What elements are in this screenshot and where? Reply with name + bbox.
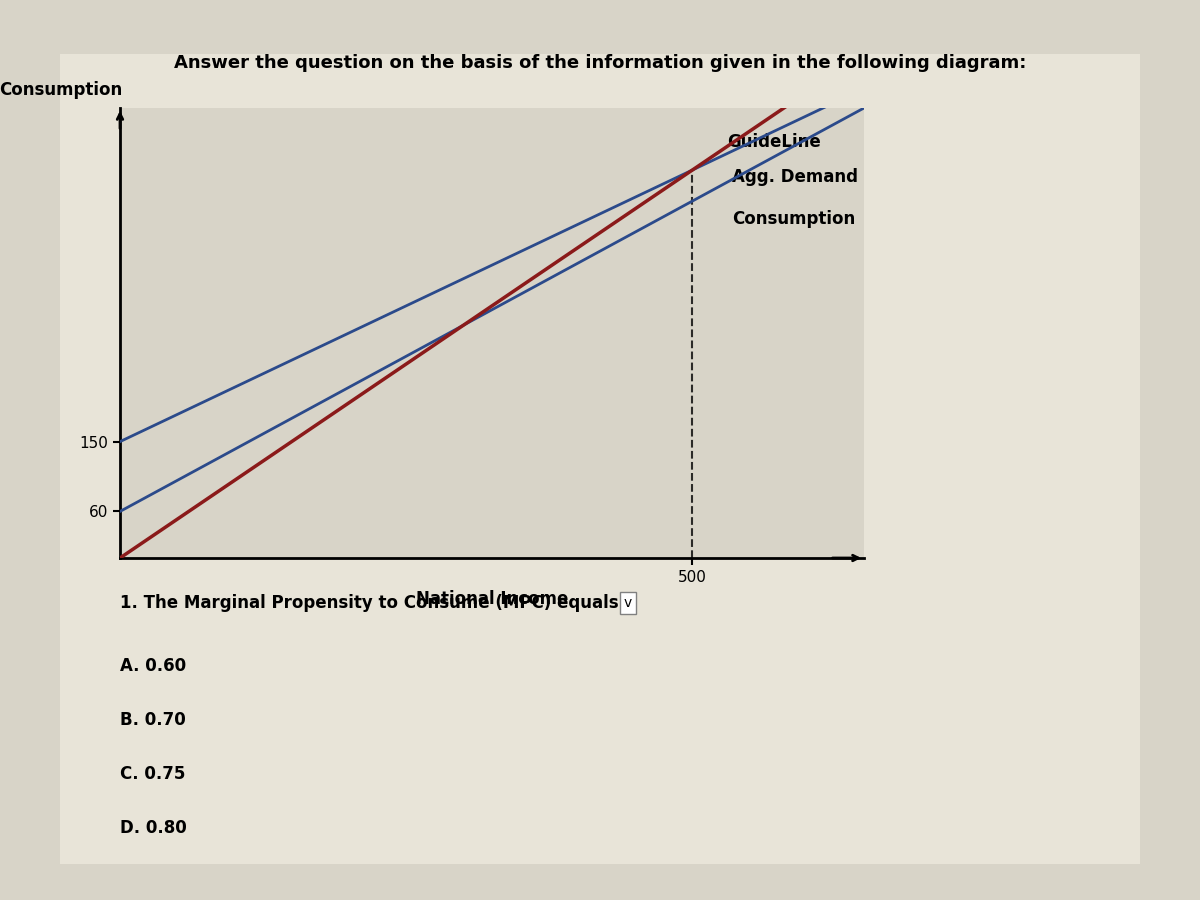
Text: Consumption: Consumption	[732, 211, 856, 229]
Text: B. 0.70: B. 0.70	[120, 711, 186, 729]
X-axis label: National Income: National Income	[416, 590, 568, 608]
Text: Answer the question on the basis of the information given in the following diagr: Answer the question on the basis of the …	[174, 54, 1026, 72]
Text: 1. The Marginal Propensity to Consume (MPC) equals:: 1. The Marginal Propensity to Consume (M…	[120, 594, 625, 612]
Text: GuideLine: GuideLine	[727, 133, 821, 151]
Text: C. 0.75: C. 0.75	[120, 765, 185, 783]
Text: Agg. Demand: Agg. Demand	[732, 167, 858, 185]
Text: D. 0.80: D. 0.80	[120, 819, 187, 837]
Y-axis label: Consumption: Consumption	[0, 81, 122, 99]
Text: v: v	[624, 596, 632, 610]
Text: A. 0.60: A. 0.60	[120, 657, 186, 675]
